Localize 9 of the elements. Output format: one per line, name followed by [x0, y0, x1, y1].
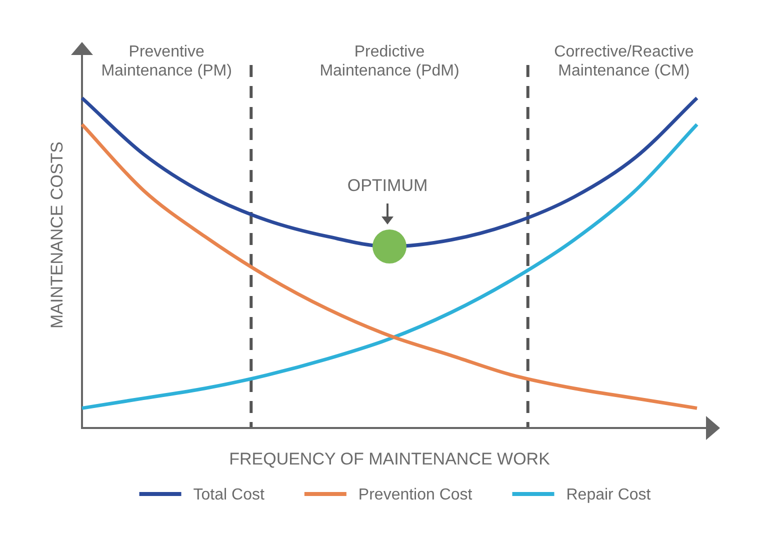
- text: Preventive Maintenance (PM): [101, 43, 232, 80]
- legend-label: Repair Cost: [566, 486, 652, 504]
- y-axis-title: MAINTENANCE COSTS: [48, 141, 67, 329]
- text: Predictive Maintenance (PdM): [320, 43, 460, 80]
- x-axis-title: FREQUENCY OF MAINTENANCE WORK: [229, 450, 551, 469]
- annotation: OPTIMUM: [347, 176, 428, 196]
- legend-label: Prevention Cost: [358, 486, 473, 504]
- legend-label: Total Cost: [193, 486, 265, 504]
- text: Corrective/Reactive Maintenance (CM): [554, 43, 694, 80]
